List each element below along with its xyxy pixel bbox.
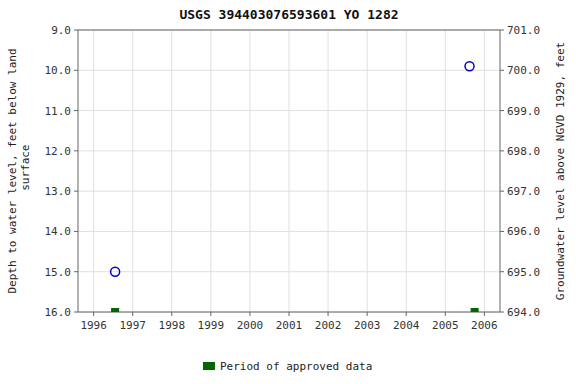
y-tick: [74, 312, 78, 313]
grid-line-x: [249, 30, 250, 312]
x-tick: [484, 312, 485, 316]
x-tick: [289, 312, 290, 316]
grid-line-y: [78, 271, 500, 272]
y2-axis-label: Groundwater level above NGVD 1929, feet: [554, 42, 567, 300]
chart: 1996 1997 1998 1999 2000 2001 2002 2003 2004 2005…: [0, 0, 576, 384]
y-tick-label: 10.0: [45, 64, 72, 77]
x-tick: [171, 312, 172, 316]
grid-line-y: [78, 110, 500, 111]
x-tick: [93, 312, 94, 316]
y-tick-label: 11.0: [45, 105, 72, 118]
grid: [78, 30, 500, 312]
y2-tick: [500, 110, 504, 111]
legend-swatch: [203, 362, 215, 370]
grid-line-x: [406, 30, 407, 312]
x-tick-label: 1999: [198, 319, 225, 332]
grid-line-x: [171, 30, 172, 312]
y-tick: [74, 70, 78, 71]
y-tick-label: 15.0: [45, 266, 72, 279]
x-tick-label: 2000: [237, 319, 264, 332]
y-tick: [74, 30, 78, 31]
y2-tick-label: 695.0: [507, 266, 540, 279]
grid-line-x: [484, 30, 485, 312]
x-tick-label: 1997: [119, 319, 146, 332]
y2-tick-label: 701.0: [507, 24, 540, 37]
grid-line-x: [328, 30, 329, 312]
x-tick-label: 2003: [354, 319, 381, 332]
background: [0, 0, 576, 384]
y2-tick-label: 694.0: [507, 306, 540, 319]
x-tick-label: 2002: [315, 319, 342, 332]
y-tick: [74, 110, 78, 111]
grid-line-x: [367, 30, 368, 312]
grid-line-y: [78, 191, 500, 192]
series: [111, 62, 474, 276]
y-tick: [74, 271, 78, 272]
plot-frame: [78, 30, 500, 312]
y-tick-label: 13.0: [45, 185, 72, 198]
axes: 1996 1997 1998 1999 2000 2001 2002 2003 2004 2005…: [45, 24, 541, 332]
grid-line-y: [78, 70, 500, 71]
point: [471, 309, 478, 313]
x-tick-label: 2005: [432, 319, 459, 332]
x-tick: [249, 312, 250, 316]
y2-tick: [500, 150, 504, 151]
legend-label: Period of approved data: [220, 360, 372, 373]
series: [112, 309, 478, 313]
grid-line-x: [210, 30, 211, 312]
y-axis-label-line: surface: [19, 145, 32, 198]
y-tick-label: 12.0: [45, 145, 72, 158]
y2-tick-label: 698.0: [507, 145, 540, 158]
point: [112, 309, 119, 313]
grid-line-y: [78, 231, 500, 232]
legend: Period of approved data: [203, 360, 372, 373]
y2-tick: [500, 271, 504, 272]
x-tick-label: 2006: [471, 319, 498, 332]
y2-tick: [500, 231, 504, 232]
grid-line-x: [289, 30, 290, 312]
y2-tick-label: 700.0: [507, 64, 540, 77]
grid-line-x: [93, 30, 94, 312]
y2-tick-label: 696.0: [507, 225, 540, 238]
y-tick-label: 16.0: [45, 306, 72, 319]
y2-tick-label: 697.0: [507, 185, 540, 198]
point: [465, 62, 474, 71]
x-tick-label: 1996: [80, 319, 107, 332]
title: USGS 394403076593601 YO 1282: [179, 7, 398, 22]
x-tick: [132, 312, 133, 316]
grid-line-x: [445, 30, 446, 312]
x-tick: [328, 312, 329, 316]
y2-tick-label: 699.0: [507, 105, 540, 118]
y-axis-label-line: Depth to water level, feet below land: [6, 48, 19, 293]
plot-area: [111, 62, 478, 312]
point: [111, 267, 120, 276]
x-tick-label: 2001: [276, 319, 303, 332]
y2-tick: [500, 70, 504, 71]
x-tick: [210, 312, 211, 316]
y2-tick: [500, 191, 504, 192]
y2-tick: [500, 312, 504, 313]
y-tick-label: 9.0: [51, 24, 71, 37]
y-tick-label: 14.0: [45, 225, 72, 238]
y-tick: [74, 191, 78, 192]
x-tick: [406, 312, 407, 316]
grid-line-x: [132, 30, 133, 312]
y-tick: [74, 231, 78, 232]
y2-tick: [500, 30, 504, 31]
x-tick-label: 1998: [159, 319, 186, 332]
grid-line-y: [78, 150, 500, 151]
x-tick-label: 2004: [393, 319, 420, 332]
x-tick: [445, 312, 446, 316]
y-tick: [74, 150, 78, 151]
y-axis-label: Depth to water level, feet below land su…: [6, 48, 32, 293]
x-tick: [367, 312, 368, 316]
